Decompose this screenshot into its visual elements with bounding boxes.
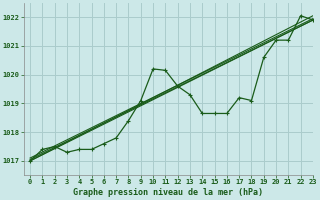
X-axis label: Graphe pression niveau de la mer (hPa): Graphe pression niveau de la mer (hPa) [74,188,263,197]
